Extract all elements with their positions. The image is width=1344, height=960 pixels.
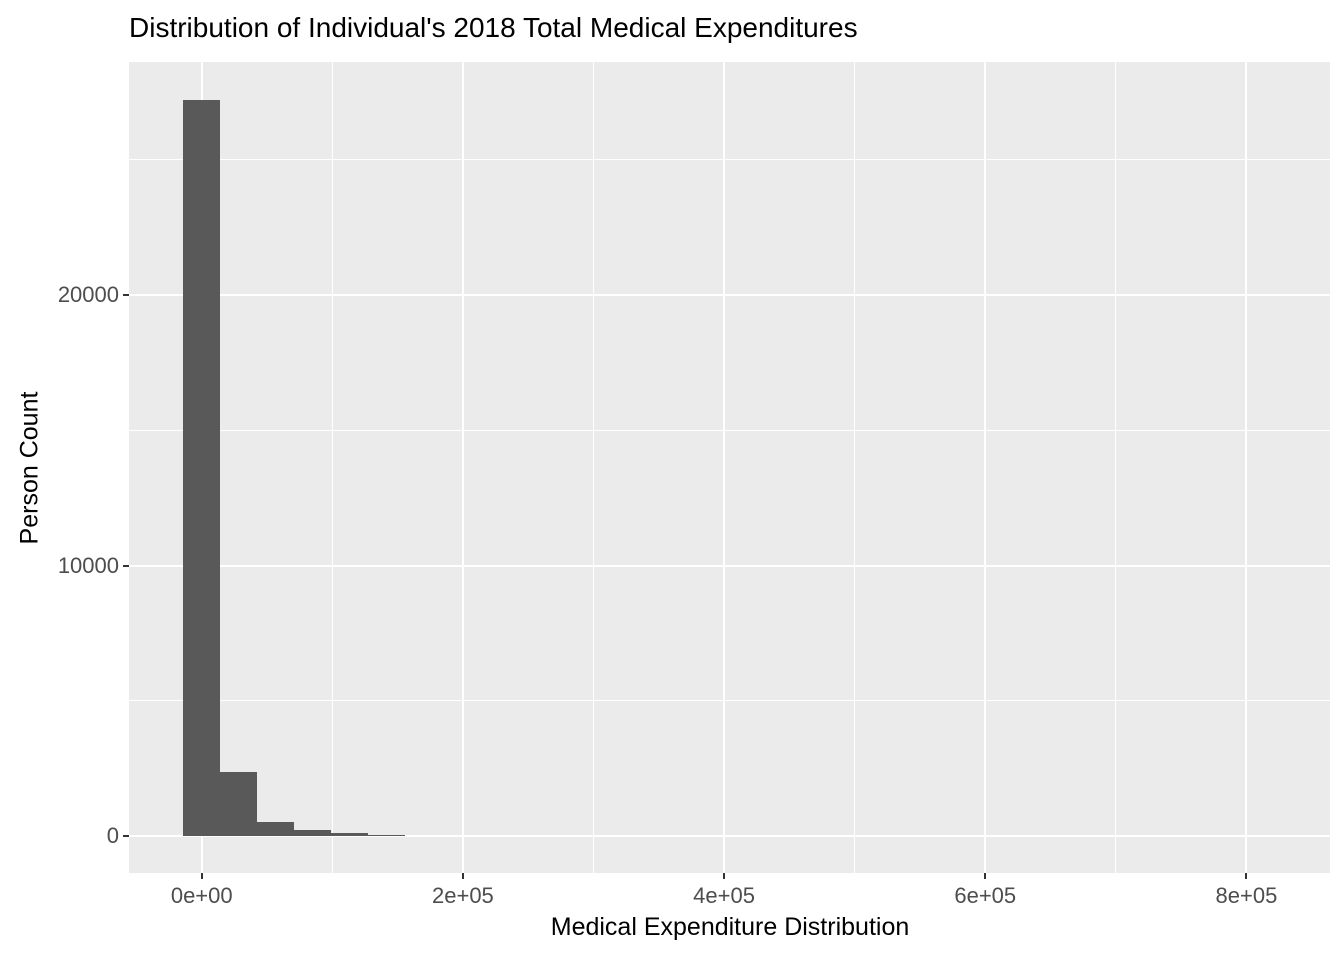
x-axis-title: Medical Expenditure Distribution — [550, 913, 910, 941]
x-tick-label: 4e+05 — [693, 883, 755, 908]
gridline-y-minor — [129, 429, 1330, 431]
gridline-y-major — [129, 294, 1330, 297]
x-tick-label: 0e+00 — [170, 883, 233, 908]
histogram-bar — [294, 829, 332, 836]
gridline-y-minor — [129, 159, 1330, 161]
histogram-bar — [257, 821, 295, 836]
y-tick-mark — [123, 294, 129, 297]
histogram-bar — [331, 832, 369, 836]
gridline-x-major — [984, 62, 987, 873]
gridline-y-minor — [129, 700, 1330, 702]
histogram-bar — [368, 834, 406, 836]
histogram-bar — [183, 100, 221, 836]
gridline-y-major — [129, 834, 1330, 837]
x-tick-label: 6e+05 — [954, 883, 1017, 908]
x-tick-mark — [461, 873, 464, 879]
gridline-y-major — [129, 564, 1330, 567]
histogram-bar — [220, 771, 258, 836]
x-tick-mark — [723, 873, 726, 879]
x-tick-mark — [200, 873, 203, 879]
x-tick-mark — [984, 873, 987, 879]
gridline-x-major — [461, 62, 464, 873]
y-tick-mark — [123, 564, 129, 567]
y-tick-label: 0 — [106, 822, 119, 848]
y-tick-label: 20000 — [57, 282, 119, 308]
gridline-x-minor — [854, 62, 856, 873]
y-tick-label: 10000 — [57, 552, 119, 578]
gridline-x-major — [723, 62, 726, 873]
y-axis-title: Person Count — [15, 391, 44, 545]
x-tick-label: 2e+05 — [432, 883, 494, 908]
gridline-x-major — [1245, 62, 1248, 873]
x-tick-label: 8e+05 — [1215, 883, 1278, 908]
plot-title: Distribution of Individual's 2018 Total … — [129, 12, 858, 43]
plot-panel — [129, 62, 1330, 873]
gridline-x-minor — [1115, 62, 1117, 873]
gridline-x-minor — [592, 62, 594, 873]
x-tick-mark — [1245, 873, 1248, 879]
gridline-x-minor — [331, 62, 333, 873]
y-tick-mark — [123, 834, 129, 837]
